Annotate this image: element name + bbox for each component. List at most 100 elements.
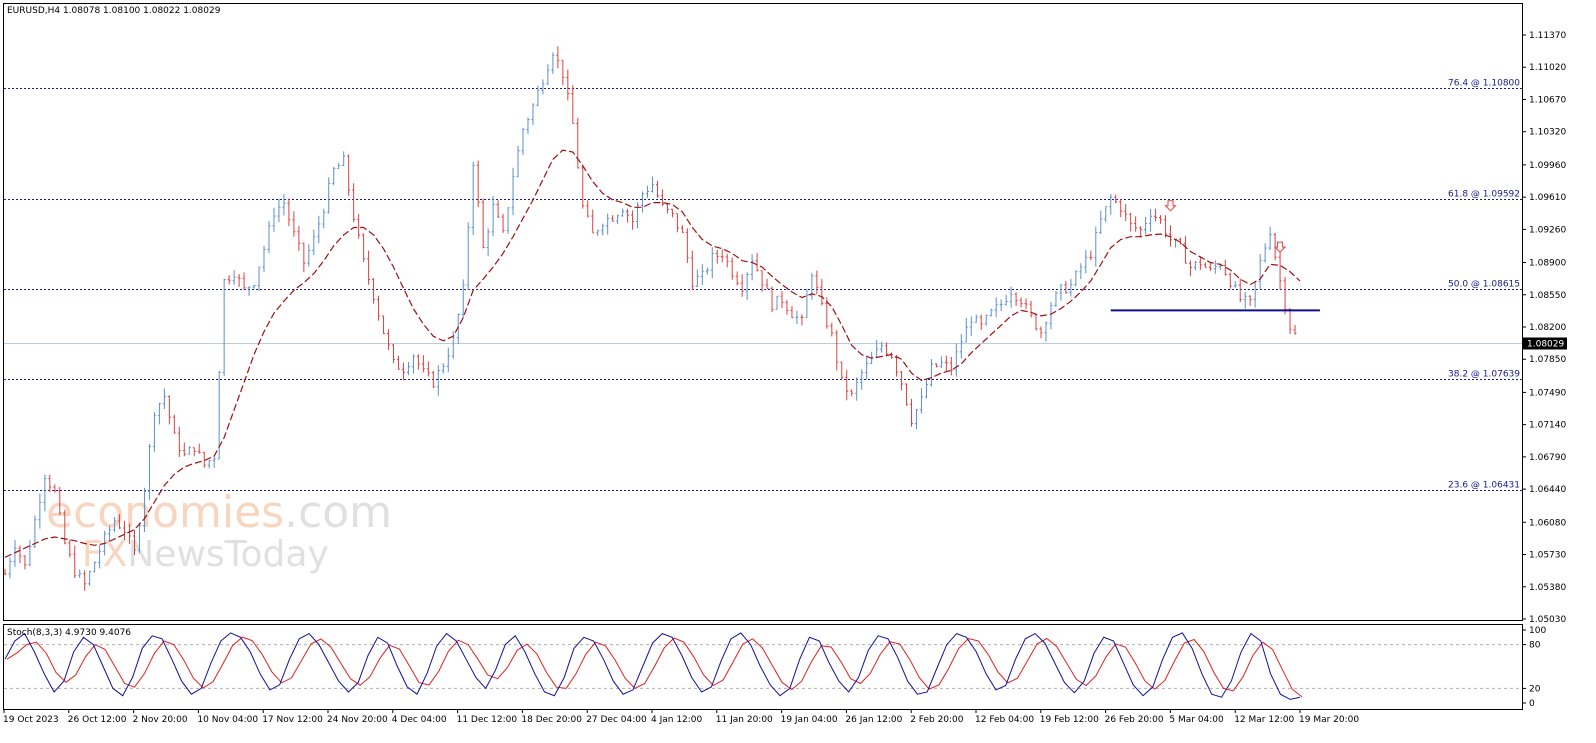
price-bars [3,46,1297,591]
price-bar [1114,194,1118,204]
price-bar [919,388,923,414]
price-bar [845,369,849,401]
price-bar [800,314,804,326]
price-bar [611,215,615,222]
price-bar [994,297,998,318]
price-bar [710,247,714,279]
price-bar [287,198,291,227]
price-bar [43,474,47,512]
price-bar [18,545,22,564]
price-bar [665,203,669,214]
price-bar [237,274,241,287]
price-tick-label: 1.06080 [1529,518,1566,528]
price-bar [770,286,774,313]
price-bar [561,59,565,86]
price-bar [202,451,206,468]
price-bar [53,484,57,493]
price-bar [147,443,151,501]
price-bar [586,200,590,218]
price-bar [556,46,560,69]
price-bar [1233,280,1237,288]
price-bar [954,343,958,377]
price-bar [133,530,136,556]
price-bar [536,85,540,107]
time-tick-label: 19 Jan 04:00 [781,715,838,725]
price-bar [1059,284,1063,301]
price-bar [695,269,699,288]
price-bar [382,315,386,335]
price-bar [725,253,729,268]
price-bar [1054,290,1058,307]
price-bar [436,365,440,396]
price-bar [471,161,475,236]
price-bar [660,189,664,207]
arrow-markers [1164,200,1287,253]
symbol-header: EURUSD,H4 1.08078 1.08100 1.08022 1.0802… [7,6,221,16]
price-bar [880,341,884,353]
price-bar [152,412,156,452]
time-tick-label: 4 Jan 12:00 [651,715,703,725]
price-tick-label: 1.08900 [1529,259,1566,269]
price-bar [262,245,266,272]
price-bar [257,266,261,292]
price-bar [855,377,859,401]
price-bar [790,305,794,319]
price-bar [631,210,635,230]
price-tick-label: 1.06440 [1529,485,1566,495]
price-bar [23,555,27,570]
price-bar [860,369,864,390]
price-bar [401,362,405,381]
price-bar [1248,295,1252,306]
price-tick-label: 1.10670 [1529,95,1566,105]
price-bar [387,329,391,351]
price-bar [1268,226,1272,251]
price-bar [8,557,12,579]
fibonacci-levels: 76.4 @ 1.10800 61.8 @ 1.09592 50.0 @ 1.086… [4,79,1522,491]
price-bar [367,250,371,285]
time-tick-label: 18 Dec 20:00 [521,715,582,725]
price-bar [1069,278,1073,297]
time-tick-label: 11 Dec 12:00 [457,715,518,725]
price-bar [1183,236,1187,264]
down-arrow-icon [1273,241,1287,253]
price-bar [1159,215,1163,224]
price-bar [755,253,759,272]
price-bar [830,322,834,337]
price-bar [466,222,470,291]
price-bar [406,361,410,376]
price-bar [765,278,769,289]
price-bar [576,117,580,169]
price-bar [252,284,256,289]
price-bar [571,85,575,125]
price-bar [1129,212,1133,232]
price-bar [396,355,400,370]
watermark-line1-a: economies [46,487,284,538]
price-bar [212,456,216,468]
price-bar [98,545,102,569]
price-bar [730,257,734,280]
price-bar [914,409,918,430]
price-bar [207,460,211,469]
price-bar [895,354,899,377]
time-tick-label: 11 Jan 20:00 [716,715,773,725]
price-bar [446,347,450,373]
price-bar [1203,262,1207,268]
price-tick-label: 1.11370 [1529,31,1566,41]
stoch-tick-label: 20 [1529,684,1541,694]
price-bar [964,318,968,343]
price-bar [616,214,620,225]
price-bar [815,270,819,295]
price-bar [546,64,550,85]
stochastic-axis: 100 80 20 0 [1522,626,1546,709]
stoch-signal-line [6,636,1303,698]
price-bar [1124,204,1128,221]
price-tick-label: 1.07140 [1529,421,1566,431]
time-tick-label: 24 Nov 20:00 [327,715,388,725]
price-bar [890,352,894,359]
price-bar [810,272,814,300]
price-bar [312,229,316,256]
price-bar [1263,243,1267,263]
price-bar [516,145,520,178]
price-bar [362,233,366,263]
